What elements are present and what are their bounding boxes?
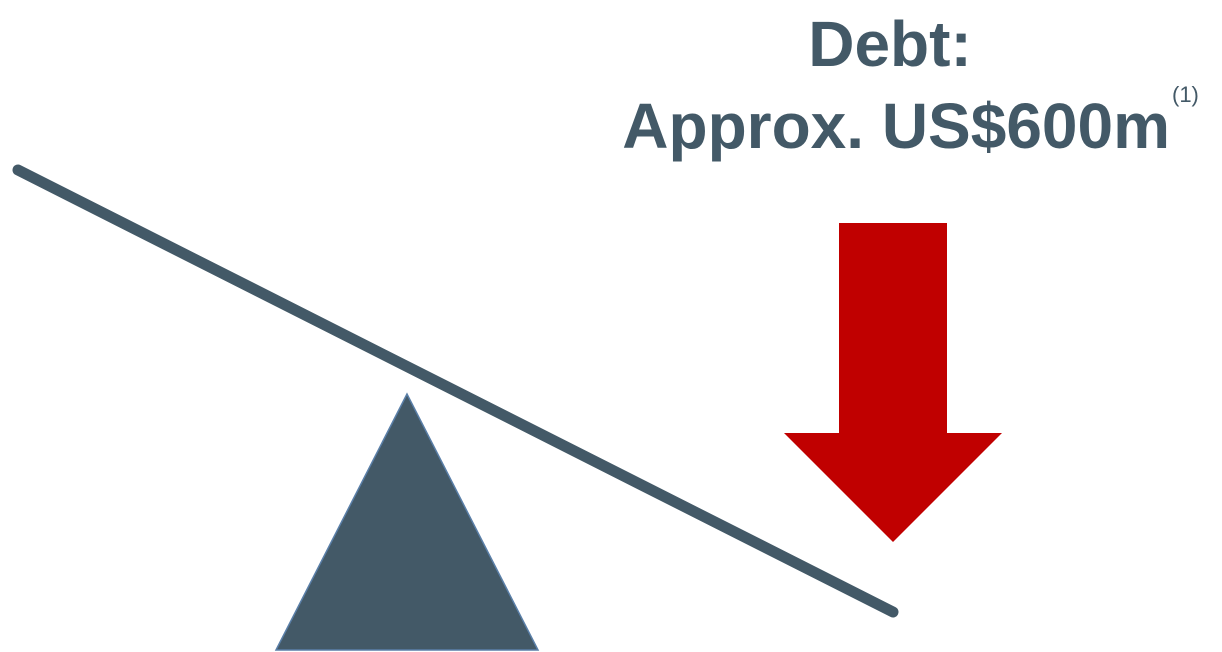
fulcrum [274,392,540,651]
heading-line2: Approx. US$600m [622,90,1170,162]
down-arrow [784,223,1002,542]
heading-line1: Debt: [808,8,972,80]
footnote: (1) [1172,82,1199,107]
seesaw-beam [12,164,899,618]
